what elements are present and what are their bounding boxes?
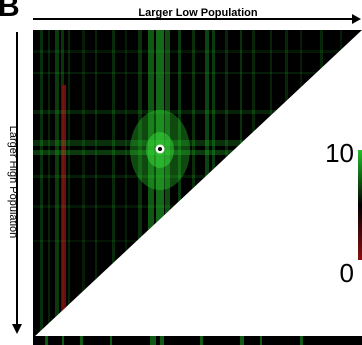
x-axis-arrowhead <box>352 14 361 24</box>
heatmap-row-6 <box>33 205 362 208</box>
heatmap-row-7 <box>33 240 362 242</box>
heatmap-column-12 <box>165 30 170 338</box>
strip-column-3 <box>110 336 112 345</box>
heatmap-row-0 <box>33 50 362 53</box>
heatmap-column-8 <box>125 30 127 338</box>
heatmap-column-5 <box>82 30 85 338</box>
heatmap-column-14 <box>192 30 195 338</box>
heatmap-area <box>33 30 362 338</box>
heatmap-column-20 <box>270 30 272 338</box>
heatmap-column-24 <box>340 30 342 338</box>
next-panel-strip-columns <box>45 336 303 345</box>
heatmap-column-18 <box>240 30 242 338</box>
heatmap-row-1 <box>33 72 362 74</box>
marker-center <box>158 147 162 151</box>
panel-letter: B <box>0 0 20 23</box>
colorbar-tick-top: 10 <box>325 138 354 168</box>
y-axis-label: Larger High Population <box>7 126 19 239</box>
strip-column-1 <box>62 336 64 345</box>
heatmap-column-9 <box>138 30 142 338</box>
heatmap-column-15 <box>205 30 209 338</box>
strip-column-6 <box>200 336 203 345</box>
colorbar-tick-bottom: 0 <box>340 258 354 288</box>
heatmap-column-13 <box>178 30 181 338</box>
y-axis-arrowhead <box>12 324 22 334</box>
heatmap-column-6 <box>95 30 97 338</box>
strip-column-9 <box>300 336 303 345</box>
heatmap-column-21 <box>285 30 288 338</box>
heatmap-red-streak <box>62 85 66 325</box>
heatmap-column-19 <box>252 30 255 338</box>
heatmap-row-5 <box>33 175 362 178</box>
heatmap-column-4 <box>68 30 70 338</box>
heatmap-row-4 <box>33 150 362 155</box>
strip-column-7 <box>240 336 244 345</box>
heatmap-column-10 <box>148 30 154 338</box>
heatmap-column-23 <box>320 30 323 338</box>
strip-column-2 <box>80 336 83 345</box>
heatmap-row-2 <box>33 110 362 114</box>
heatmap-row-3 <box>33 140 362 146</box>
heatmap-column-0 <box>40 30 43 338</box>
strip-column-4 <box>150 336 156 345</box>
heatmap-column-2 <box>55 30 59 338</box>
heatmap-column-16 <box>212 30 215 338</box>
heatmap-column-11 <box>156 30 164 338</box>
heatmap-column-7 <box>112 30 115 338</box>
strip-column-8 <box>260 336 262 345</box>
heatmap-column-22 <box>300 30 302 338</box>
colorbar <box>358 150 362 260</box>
heatmap-column-1 <box>48 30 50 338</box>
strip-column-0 <box>45 336 48 345</box>
next-panel-strip <box>33 336 362 345</box>
x-axis-label: Larger Low Population <box>138 7 257 19</box>
strip-column-5 <box>160 336 164 345</box>
heatmap-column-17 <box>225 30 228 338</box>
